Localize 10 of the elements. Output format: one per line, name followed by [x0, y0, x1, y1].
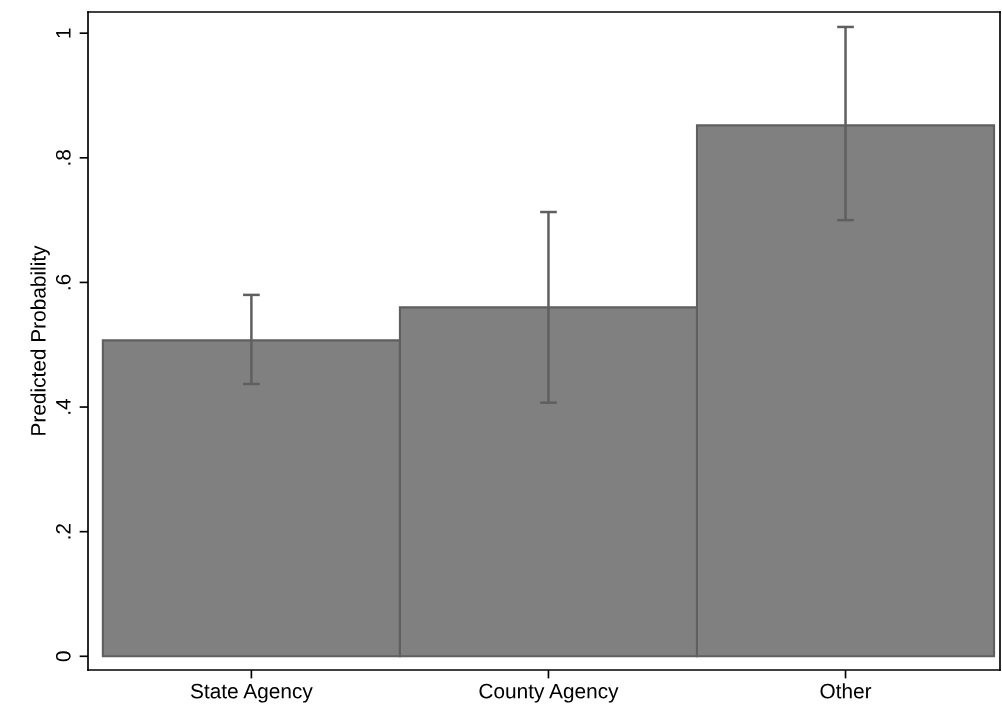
- x-tick-label: County Agency: [479, 683, 619, 703]
- y-axis-title: Predicted Probability: [30, 245, 50, 435]
- y-tick-label: .4: [56, 398, 71, 414]
- y-tick-label: .2: [55, 524, 71, 539]
- x-tick-label: State Agency: [190, 683, 313, 703]
- y-tick-label: .6: [55, 274, 71, 290]
- y-tick-label: .8: [55, 150, 71, 165]
- x-tick-label: Other: [820, 683, 872, 699]
- y-tick-label: 0: [55, 651, 71, 662]
- y-tick-label: 1: [56, 28, 71, 38]
